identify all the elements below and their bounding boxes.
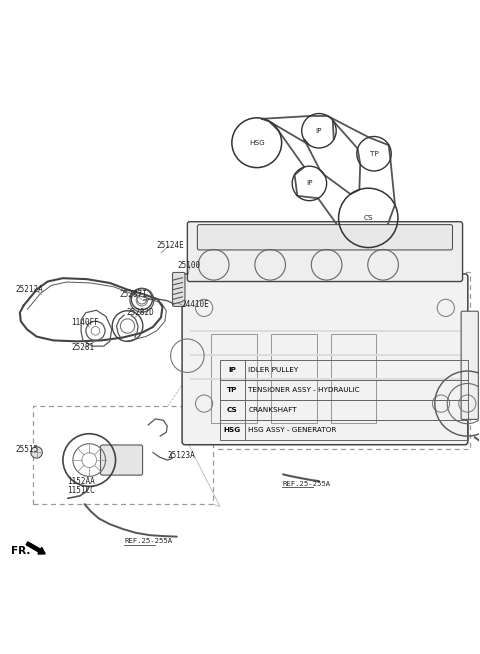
Text: REF.25-255A: REF.25-255A bbox=[282, 481, 330, 487]
Text: HSG ASSY - GENERATOR: HSG ASSY - GENERATOR bbox=[248, 427, 336, 433]
Bar bbox=[271, 334, 317, 422]
Text: 25100: 25100 bbox=[178, 261, 201, 270]
Bar bbox=[190, 378, 460, 380]
Text: 24410E: 24410E bbox=[181, 300, 209, 309]
Text: CS: CS bbox=[363, 215, 373, 221]
Text: REF.25-255A: REF.25-255A bbox=[124, 538, 172, 544]
Text: 25282D: 25282D bbox=[126, 308, 154, 317]
FancyBboxPatch shape bbox=[197, 224, 453, 250]
Text: IP: IP bbox=[228, 367, 236, 373]
Text: TP: TP bbox=[227, 387, 238, 392]
Text: HSG: HSG bbox=[249, 140, 264, 146]
Circle shape bbox=[31, 447, 42, 458]
FancyBboxPatch shape bbox=[182, 274, 468, 445]
Bar bbox=[218, 272, 470, 449]
Bar bbox=[190, 354, 460, 356]
Text: TENSIONER ASSY - HYDRAULIC: TENSIONER ASSY - HYDRAULIC bbox=[248, 387, 360, 392]
Text: 25212A: 25212A bbox=[15, 285, 43, 294]
Bar bbox=[33, 406, 213, 504]
Text: 25124E: 25124E bbox=[156, 241, 184, 250]
Bar bbox=[331, 334, 376, 422]
Bar bbox=[220, 380, 468, 400]
Text: 25123A: 25123A bbox=[167, 451, 195, 460]
Bar bbox=[220, 400, 468, 420]
Text: CRANKSHAFT: CRANKSHAFT bbox=[248, 407, 297, 413]
Text: IP: IP bbox=[306, 181, 312, 186]
Text: 1152AA: 1152AA bbox=[67, 477, 95, 486]
FancyBboxPatch shape bbox=[187, 222, 463, 281]
Text: CS: CS bbox=[227, 407, 238, 413]
FancyBboxPatch shape bbox=[100, 445, 143, 475]
FancyBboxPatch shape bbox=[172, 273, 185, 307]
Text: 25281: 25281 bbox=[72, 343, 95, 352]
Bar bbox=[190, 330, 460, 332]
Bar bbox=[220, 420, 468, 440]
Text: HSG: HSG bbox=[224, 427, 241, 433]
Bar bbox=[220, 360, 468, 380]
Text: 1151CC: 1151CC bbox=[67, 486, 95, 495]
Text: 25287I: 25287I bbox=[120, 290, 147, 300]
Bar bbox=[211, 334, 257, 422]
Text: IDLER PULLEY: IDLER PULLEY bbox=[248, 367, 299, 373]
Text: 1140FF: 1140FF bbox=[72, 318, 99, 327]
Text: TP: TP bbox=[370, 150, 378, 157]
Text: FR.: FR. bbox=[11, 546, 31, 556]
FancyBboxPatch shape bbox=[461, 311, 479, 419]
Text: 25515: 25515 bbox=[15, 445, 38, 453]
FancyArrow shape bbox=[26, 542, 45, 554]
Text: IP: IP bbox=[316, 128, 322, 134]
